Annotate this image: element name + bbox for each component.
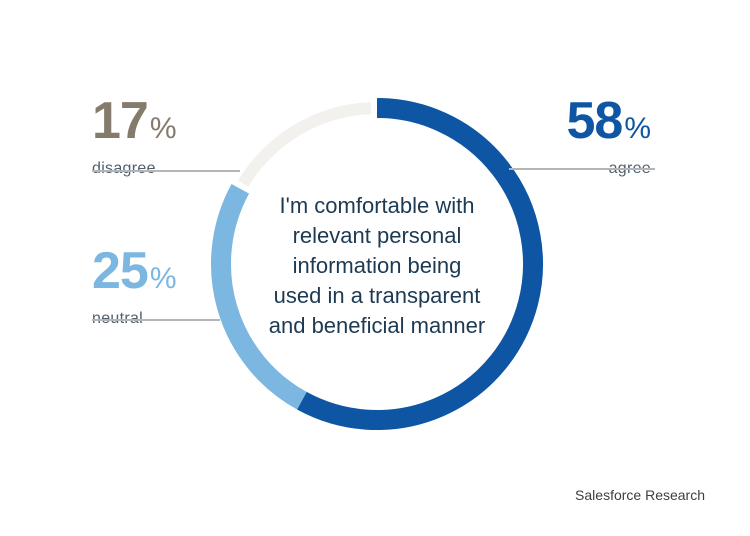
neutral-label: neutral <box>92 310 144 327</box>
disagree-label: disagree <box>92 160 156 177</box>
donut-slice-agree <box>297 98 543 430</box>
agree-percent-sign: % <box>624 112 651 145</box>
neutral-percent-sign: % <box>149 262 177 295</box>
callout-agree: 58% agree <box>566 95 651 178</box>
footer-credit: Salesforce Research <box>575 487 705 503</box>
callout-neutral: 25% neutral <box>92 245 177 328</box>
disagree-percent-sign: % <box>149 112 177 145</box>
disagree-stat: 17% <box>92 95 177 154</box>
agree-stat: 58% <box>566 95 651 154</box>
donut-center-statement: I'm comfortable with relevant personal i… <box>268 193 486 338</box>
disagree-divider-line <box>92 170 240 172</box>
neutral-value: 25 <box>92 242 149 300</box>
neutral-stat: 25% <box>92 245 177 304</box>
agree-divider-line <box>509 168 655 170</box>
callout-disagree: 17% disagree <box>92 95 177 178</box>
donut-slice-disagree <box>238 102 372 187</box>
disagree-value: 17 <box>92 92 149 150</box>
agree-value: 58 <box>566 92 623 150</box>
neutral-divider-line <box>92 319 220 321</box>
donut-slice-neutral <box>211 184 307 410</box>
